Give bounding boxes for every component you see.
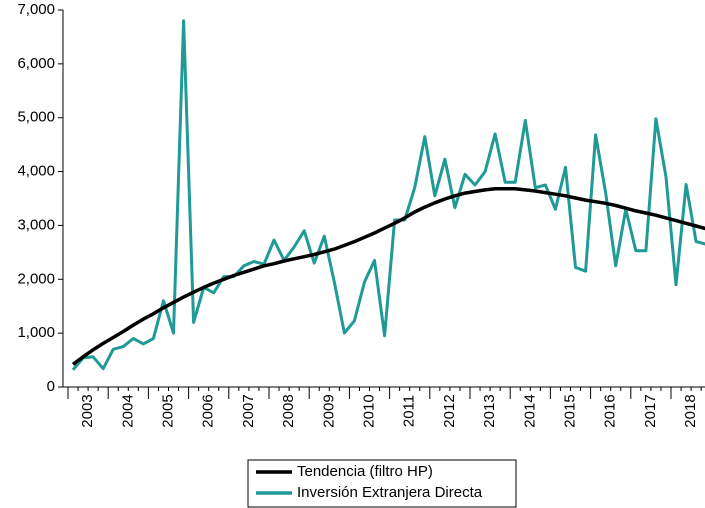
x-tick-label: 2005 [159,394,176,427]
y-tick-label: 4,000 [17,163,55,180]
y-tick-label: 6,000 [17,55,55,72]
series-line [71,187,705,366]
y-tick-label: 5,000 [17,109,55,126]
x-tick-label: 2003 [79,394,96,427]
x-tick-label: 2011 [401,395,418,427]
y-tick-label: 7,000 [17,1,55,18]
x-tick-label: 2006 [200,394,217,427]
legend-box [247,459,517,508]
x-tick-label: 2010 [360,394,377,427]
x-tick-label: 2008 [280,394,297,427]
x-tick-label: 2009 [320,394,337,427]
x-tick-label: 2015 [561,394,578,427]
x-tick-label: 2004 [119,394,136,427]
y-tick-label: 1,000 [17,324,55,341]
y-tick-label: 2,000 [17,270,55,287]
x-tick-label: 2017 [642,394,659,427]
x-tick-label: 2013 [481,394,498,427]
x-tick-label: 2014 [521,394,538,427]
x-tick-label: 2016 [602,394,619,427]
legend-label: Inversión Extranjera Directa [297,484,483,501]
y-tick-label: 3,000 [17,216,55,233]
legend-label: Tendencia (filtro HP) [297,463,433,480]
x-tick-label: 2012 [441,394,458,427]
series-line [71,19,705,371]
x-tick-label: 2007 [240,394,257,427]
y-tick-label: 0 [47,378,55,395]
x-tick-label: 2018 [682,394,699,427]
